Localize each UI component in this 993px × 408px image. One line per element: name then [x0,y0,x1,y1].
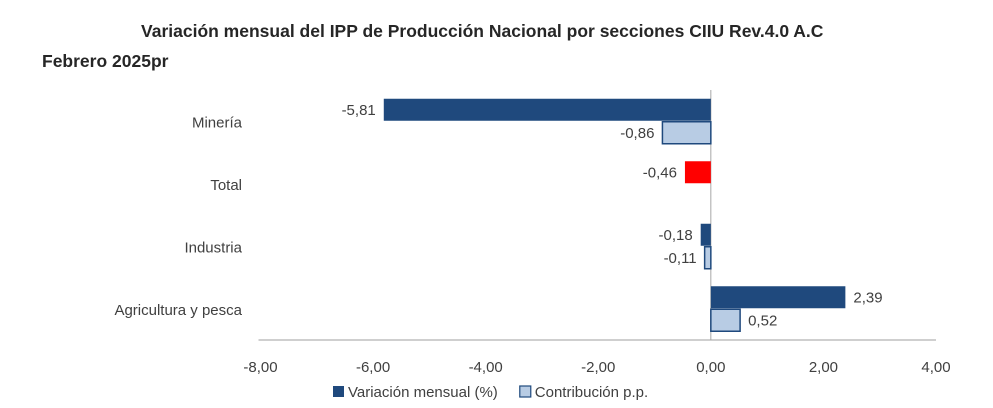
data-label: -0,46 [643,164,677,181]
data-label: -0,86 [620,125,654,142]
bar-contribucion [661,121,712,145]
bar-contribucion [710,308,741,332]
category-label: Minería [192,114,243,131]
x-tick-label: -4,00 [469,359,503,376]
legend-swatch [333,386,344,397]
x-tick-label: 2,00 [809,359,838,376]
category-label: Total [210,177,242,194]
legend-swatch [519,385,532,398]
x-tick-label: -6,00 [356,359,390,376]
data-label: -5,81 [342,102,376,119]
legend-label: Variación mensual (%) [348,384,498,401]
bar-variacion [700,223,711,246]
chart-title: Variación mensual del IPP de Producción … [141,21,824,41]
x-tick-label: -8,00 [243,359,277,376]
bar-variacion [710,286,846,309]
category-label: Agricultura y pesca [114,302,242,319]
chart-subtitle: Febrero 2025pr [42,51,169,71]
x-tick-label: -2,00 [581,359,615,376]
bar-variacion [383,98,711,121]
category-label: Industria [184,239,242,256]
bar-variacion [684,161,711,184]
legend-label: Contribución p.p. [535,384,648,401]
data-label: 0,52 [748,312,777,329]
bar-contribucion [703,246,712,270]
x-tick-label: 4,00 [921,359,950,376]
data-label: -0,18 [658,227,692,244]
data-label: 2,39 [853,289,882,306]
data-label: -0,11 [664,250,697,267]
x-tick-label: 0,00 [696,359,725,376]
